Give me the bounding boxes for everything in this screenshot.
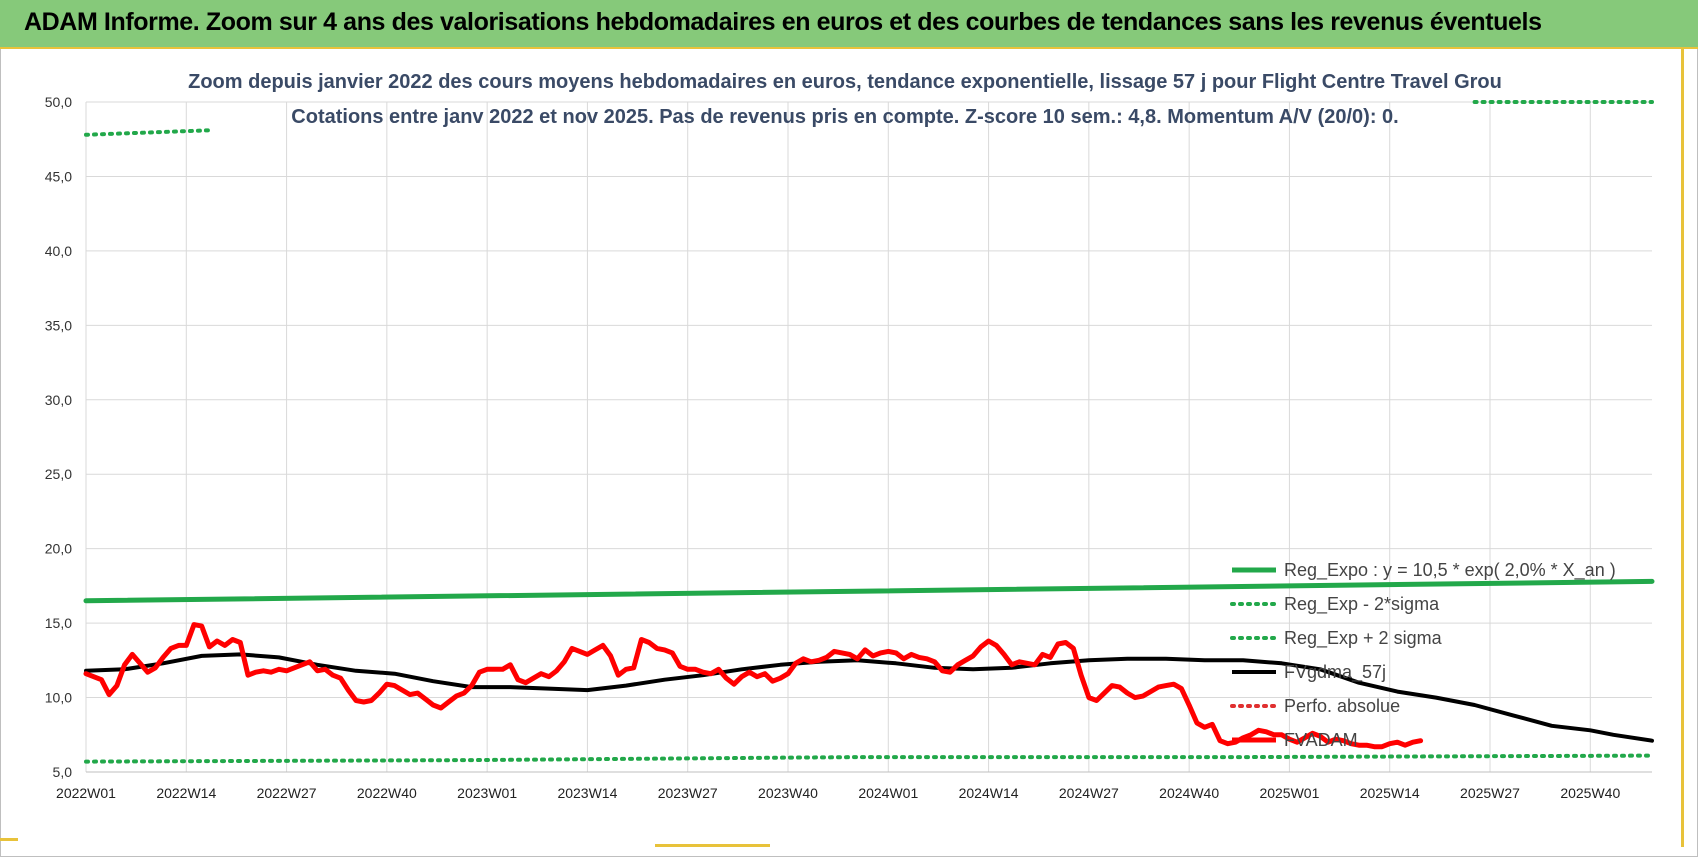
grid-lines xyxy=(85,101,1652,773)
corner-mark-bottom xyxy=(655,844,770,847)
series-line-3 xyxy=(84,652,1654,743)
x-tick-label: 2022W27 xyxy=(257,785,317,801)
x-tick-label: 2022W40 xyxy=(357,785,417,801)
y-tick-label: 10,0 xyxy=(45,690,72,706)
y-tick-label: 5,0 xyxy=(53,764,73,780)
y-tick-label: 30,0 xyxy=(45,392,72,408)
legend-label: FVgdma_57j xyxy=(1284,662,1386,683)
x-tick-label: 2023W01 xyxy=(457,785,517,801)
y-axis: 5,0 10,0 15,0 20,0 25,0 30,0 35,0 40,0 45,0 50,0 xyxy=(45,94,72,780)
x-tick-label: 2022W01 xyxy=(56,785,116,801)
y-tick-label: 20,0 xyxy=(45,541,72,557)
series-line-1 xyxy=(84,753,1654,764)
x-tick-label: 2025W27 xyxy=(1460,785,1520,801)
x-tick-label: 2024W01 xyxy=(858,785,918,801)
legend-label: Reg_Exp - 2*sigma xyxy=(1284,594,1440,615)
legend-label: Reg_Expo : y = 10,5 * exp( 2,0% * X_an ) xyxy=(1284,560,1616,581)
x-tick-label: 2024W40 xyxy=(1159,785,1219,801)
x-tick-label: 2023W27 xyxy=(658,785,718,801)
chart-legend: Reg_Expo : y = 10,5 * exp( 2,0% * X_an )… xyxy=(1230,560,1616,750)
x-tick-label: 2023W40 xyxy=(758,785,818,801)
x-tick-label: 2023W14 xyxy=(557,785,617,801)
y-tick-label: 50,0 xyxy=(45,94,72,110)
corner-mark-left xyxy=(0,838,18,841)
y-tick-label: 45,0 xyxy=(45,168,72,184)
y-tick-label: 15,0 xyxy=(45,615,72,631)
legend-label: Reg_Exp + 2 sigma xyxy=(1284,628,1443,649)
y-tick-label: 40,0 xyxy=(45,243,72,259)
x-axis: 2022W01 2022W14 2022W27 2022W40 2023W01 2023W… xyxy=(56,785,1620,801)
legend-label: Perfo. absolue xyxy=(1284,696,1400,716)
y-tick-label: 25,0 xyxy=(45,466,72,482)
report-banner: ADAM Informe. Zoom sur 4 ans des valoris… xyxy=(0,0,1698,49)
series-line-5 xyxy=(83,622,1424,750)
series-line-0 xyxy=(83,578,1655,604)
chart-subtitle: Zoom depuis janvier 2022 des cours moyen… xyxy=(188,71,1502,128)
corner-mark-right xyxy=(1681,47,1684,847)
series-lines xyxy=(83,100,1655,764)
chart-subtitle-line-1: Zoom depuis janvier 2022 des cours moyen… xyxy=(188,71,1502,93)
legend-label: FVADAM xyxy=(1284,730,1358,750)
chart-subtitle-line-2: Cotations entre janv 2022 et nov 2025. P… xyxy=(291,106,1398,128)
x-tick-label: 2025W14 xyxy=(1360,785,1420,801)
x-tick-label: 2025W40 xyxy=(1560,785,1620,801)
x-tick-label: 2022W14 xyxy=(156,785,216,801)
y-tick-label: 35,0 xyxy=(45,317,72,333)
report-title: ADAM Informe. Zoom sur 4 ans des valoris… xyxy=(24,8,1542,36)
series-line-2 xyxy=(84,100,1654,137)
x-tick-label: 2025W01 xyxy=(1259,785,1319,801)
x-tick-label: 2024W27 xyxy=(1059,785,1119,801)
x-tick-label: 2024W14 xyxy=(959,785,1019,801)
